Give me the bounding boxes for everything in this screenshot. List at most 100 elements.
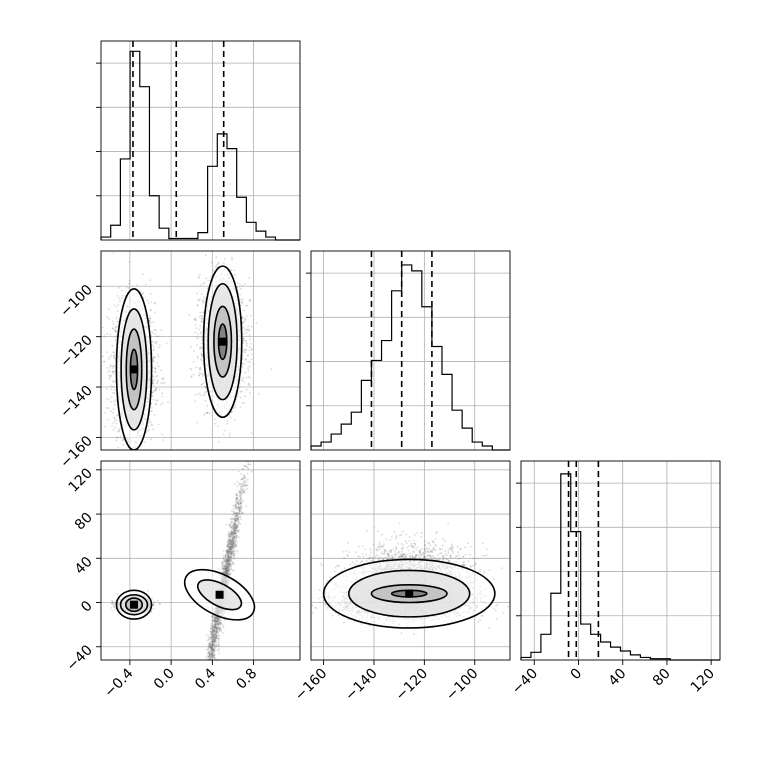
scatter-point: [190, 376, 193, 379]
scatter-point: [113, 385, 116, 388]
scatter-point: [244, 358, 247, 361]
scatter-panel-0: [100, 233, 301, 502]
scatter-point: [189, 367, 192, 370]
scatter-point: [109, 333, 112, 336]
scatter-point: [110, 400, 112, 403]
scatter-point: [233, 418, 236, 421]
scatter-point: [201, 336, 204, 339]
scatter-point: [230, 411, 233, 414]
scatter-point: [217, 261, 220, 264]
scatter-point: [197, 357, 199, 359]
scatter-point: [153, 302, 156, 305]
scatter-point: [152, 321, 154, 323]
scatter-point: [255, 322, 258, 325]
scatter-point: [201, 373, 204, 376]
scatter-point: [206, 287, 209, 290]
scatter-point: [203, 413, 206, 416]
scatter-point: [239, 298, 242, 301]
scatter-point: [201, 315, 204, 318]
scatter-point: [239, 386, 241, 389]
scatter-point: [226, 419, 229, 422]
scatter-point: [150, 308, 153, 311]
scatter-point: [110, 354, 113, 357]
scatter-point: [196, 292, 198, 295]
scatter-point: [113, 365, 116, 368]
scatter-point: [204, 391, 207, 394]
scatter-point: [250, 432, 253, 434]
scatter-point: [118, 300, 121, 302]
scatter-point: [115, 331, 118, 333]
scatter-point: [117, 429, 120, 431]
scatter-point: [128, 282, 131, 285]
scatter-point: [236, 282, 239, 284]
scatter-point: [155, 399, 158, 402]
scatter-point: [200, 346, 202, 349]
scatter-point: [228, 435, 231, 437]
scatter-point: [246, 354, 249, 357]
scatter-point: [246, 342, 248, 345]
scatter-point: [239, 396, 242, 399]
scatter-point: [113, 351, 116, 354]
scatter-point: [200, 320, 203, 323]
scatter-point: [114, 326, 117, 329]
scatter-point: [198, 374, 201, 377]
scatter-point: [241, 322, 244, 324]
scatter-point: [200, 332, 203, 335]
scatter-point: [222, 262, 225, 264]
scatter-point: [113, 304, 116, 307]
scatter-point: [115, 419, 117, 421]
scatter-point: [153, 378, 156, 381]
scatter-point: [112, 408, 115, 411]
scatter-point: [200, 342, 203, 345]
scatter-point: [217, 241, 219, 243]
scatter-point: [115, 316, 118, 319]
scatter-point: [148, 421, 151, 424]
scatter-point: [216, 266, 218, 268]
scatter-point: [199, 348, 201, 351]
scatter-point: [239, 406, 242, 408]
scatter-point: [201, 317, 203, 320]
scatter-point: [200, 321, 203, 323]
scatter-point: [124, 294, 126, 297]
scatter-point: [240, 379, 243, 382]
scatter-point: [149, 309, 152, 312]
scatter-point: [212, 269, 215, 272]
scatter-point: [242, 339, 245, 341]
scatter-point: [202, 299, 205, 301]
scatter-panel-1: [100, 460, 301, 661]
scatter-point: [122, 467, 124, 469]
scatter-point: [156, 361, 158, 364]
scatter-point: [152, 398, 155, 401]
panel-frame: [100, 250, 301, 451]
scatter-point: [197, 276, 200, 278]
scatter-point: [106, 351, 108, 354]
scatter-point: [204, 385, 207, 388]
scatter-point: [162, 382, 164, 385]
scatter-point: [107, 308, 110, 311]
scatter-point: [245, 328, 248, 331]
scatter-point: [127, 500, 129, 502]
scatter-point: [200, 373, 203, 375]
scatter-point: [122, 437, 125, 440]
scatter-point: [226, 233, 228, 235]
scatter-point: [214, 265, 217, 268]
scatter-point: [118, 427, 121, 430]
scatter-point: [157, 365, 160, 368]
scatter-point: [107, 407, 110, 410]
scatter-point: [113, 417, 116, 420]
scatter-point: [242, 342, 245, 345]
scatter-point: [242, 356, 244, 359]
scatter-point: [149, 279, 152, 281]
scatter-point: [214, 422, 217, 425]
scatter-point: [215, 256, 218, 259]
scatter-point: [157, 346, 160, 349]
scatter-point: [119, 435, 122, 438]
scatter-point: [142, 273, 144, 275]
scatter-point: [151, 340, 154, 343]
scatter-point: [224, 429, 226, 432]
scatter-point: [243, 283, 246, 285]
scatter-point: [152, 357, 155, 360]
scatter-point: [108, 374, 110, 376]
scatter-point: [201, 355, 204, 358]
scatter-point: [243, 339, 246, 342]
